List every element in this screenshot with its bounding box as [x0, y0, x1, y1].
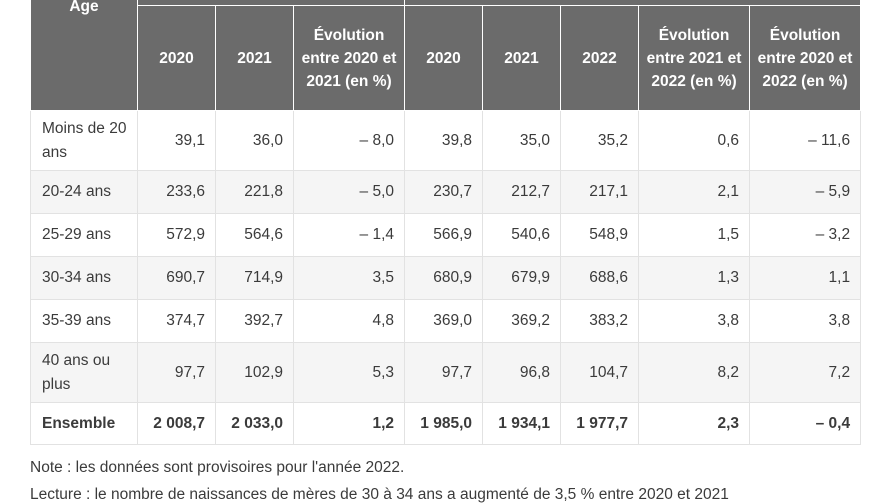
table-note: Note : les données sont provisoires pour… [30, 459, 405, 476]
table-row-total: Ensemble 2 008,7 2 033,0 1,2 1 985,0 1 9… [30, 402, 862, 445]
table-cell: – 3,2 [749, 213, 862, 257]
table-cell: 566,9 [404, 213, 484, 257]
column-header: 2020 [404, 5, 484, 111]
row-label: Moins de 20 ans [30, 110, 138, 171]
row-label: 40 ans ou plus [30, 342, 138, 403]
header-row: 2020 2021 Évolution entre 2020 et 2021 (… [31, 5, 862, 111]
table-cell: 3,5 [292, 256, 406, 300]
table-cell: 1 985,0 [404, 402, 484, 445]
table-cell: 35,0 [482, 110, 562, 171]
table-cell: 102,9 [215, 342, 294, 403]
table-header: Âge 2020 2021 Évolution entre 2020 et 20… [30, 0, 862, 111]
table-cell: 96,8 [482, 342, 562, 403]
table-row: 30-34 ans 690,7 714,9 3,5 680,9 679,9 68… [30, 256, 862, 300]
table-cell: 230,7 [404, 170, 484, 214]
table-cell: 104,7 [560, 342, 640, 403]
table-cell: 680,9 [404, 256, 484, 300]
table-cell: 2 008,7 [137, 402, 216, 445]
births-table: Âge 2020 2021 Évolution entre 2020 et 20… [30, 0, 862, 445]
table-cell: 35,2 [560, 110, 640, 171]
table-cell: 97,7 [404, 342, 484, 403]
table-cell: – 1,4 [292, 213, 406, 257]
table-cell: 0,6 [638, 110, 751, 171]
table-body: Moins de 20 ans 39,1 36,0 – 8,0 39,8 35,… [30, 110, 862, 445]
table-cell: 374,7 [137, 299, 216, 343]
table-cell: 233,6 [137, 170, 216, 214]
age-header: Âge [30, 0, 138, 111]
column-header: Évolution entre 2020 et 2021 (en %) [292, 5, 406, 111]
table-cell: 690,7 [137, 256, 216, 300]
table-cell: 679,9 [482, 256, 562, 300]
table-cell: 2,3 [638, 402, 751, 445]
table-row: 35-39 ans 374,7 392,7 4,8 369,0 369,2 38… [30, 299, 862, 343]
table-cell: 714,9 [215, 256, 294, 300]
column-header: 2021 [482, 5, 562, 111]
table-row: 20-24 ans 233,6 221,8 – 5,0 230,7 212,7 … [30, 170, 862, 214]
table-cell: 2 033,0 [215, 402, 294, 445]
table-cell: 3,8 [638, 299, 751, 343]
row-label: 30-34 ans [30, 256, 138, 300]
table-cell: 36,0 [215, 110, 294, 171]
table-cell: 383,2 [560, 299, 640, 343]
table-cell: 548,9 [560, 213, 640, 257]
table-cell: 212,7 [482, 170, 562, 214]
column-header: 2022 [560, 5, 640, 111]
row-label: Ensemble [30, 402, 138, 445]
table-cell: 392,7 [215, 299, 294, 343]
table-cell: 7,2 [749, 342, 862, 403]
table-cell: 2,1 [638, 170, 751, 214]
table-cell: 540,6 [482, 213, 562, 257]
table-cell: 1 934,1 [482, 402, 562, 445]
table-cell: – 11,6 [749, 110, 862, 171]
table-cell: 1,2 [292, 402, 406, 445]
table-cell: 3,8 [749, 299, 862, 343]
column-header: Évolution entre 2020 et 2022 (en %) [749, 5, 862, 111]
table-cell: 1,3 [638, 256, 751, 300]
table-cell: 39,8 [404, 110, 484, 171]
column-header: 2021 [215, 5, 294, 111]
table-cell: 1,1 [749, 256, 862, 300]
table-cell: – 8,0 [292, 110, 406, 171]
table-cell: 217,1 [560, 170, 640, 214]
table-cell: 572,9 [137, 213, 216, 257]
table-cell: – 5,0 [292, 170, 406, 214]
table-cell: – 5,9 [749, 170, 862, 214]
table-row: 25-29 ans 572,9 564,6 – 1,4 566,9 540,6 … [30, 213, 862, 257]
table-row: 40 ans ou plus 97,7 102,9 5,3 97,7 96,8 … [30, 342, 862, 403]
table-cell: 4,8 [292, 299, 406, 343]
table-cell: 1 977,7 [560, 402, 640, 445]
table-cell: 97,7 [137, 342, 216, 403]
table-cell: 8,2 [638, 342, 751, 403]
row-label: 35-39 ans [30, 299, 138, 343]
row-label: 25-29 ans [30, 213, 138, 257]
table-cell: 564,6 [215, 213, 294, 257]
table-cell: 369,0 [404, 299, 484, 343]
table-cell: 688,6 [560, 256, 640, 300]
table-cell: 5,3 [292, 342, 406, 403]
table-cell: 221,8 [215, 170, 294, 214]
table-cell: 39,1 [137, 110, 216, 171]
column-header: Évolution entre 2021 et 2022 (en %) [638, 5, 751, 111]
row-label: 20-24 ans [30, 170, 138, 214]
table-reading-note: Lecture : le nombre de naissances de mèr… [30, 486, 729, 503]
column-header: 2020 [137, 5, 216, 111]
table-cell: 1,5 [638, 213, 751, 257]
table-row: Moins de 20 ans 39,1 36,0 – 8,0 39,8 35,… [30, 110, 862, 171]
table-cell: – 0,4 [749, 402, 862, 445]
table-cell: 369,2 [482, 299, 562, 343]
